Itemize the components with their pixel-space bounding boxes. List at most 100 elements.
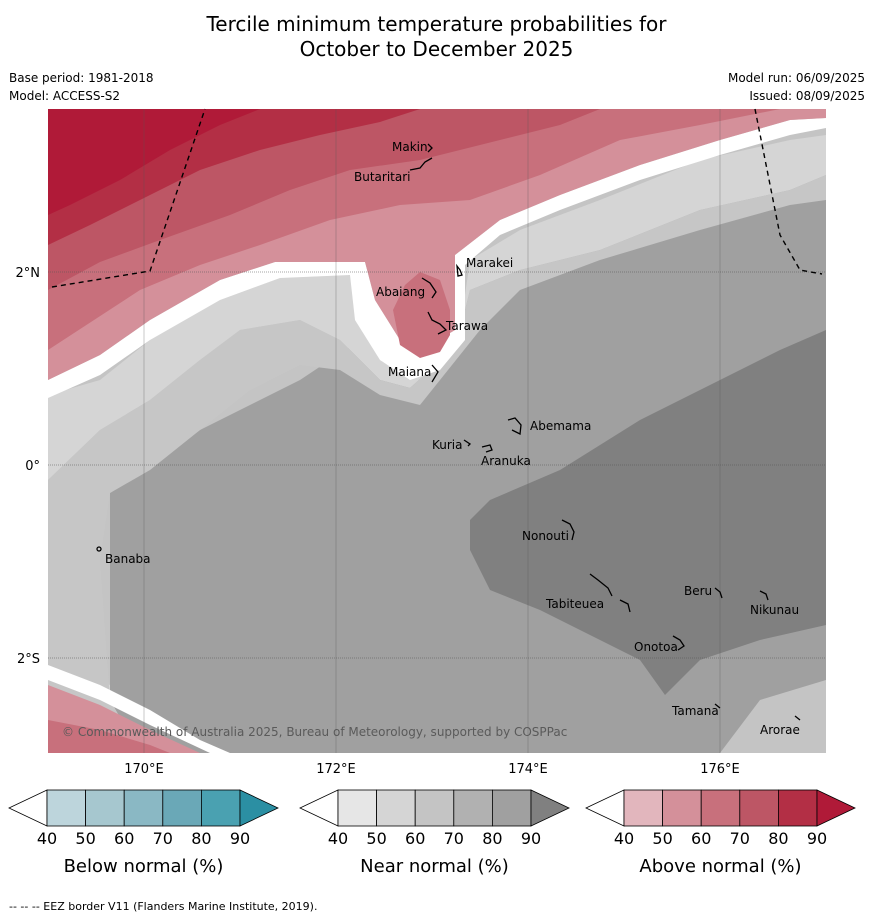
colorbar-tick-label: 40 (37, 829, 57, 848)
colorbar-high-extend (239, 789, 279, 827)
island-tamana (714, 703, 721, 709)
colorbar-tick-label: 90 (230, 829, 250, 848)
above-normal-90-region (48, 109, 260, 215)
longitude-labels: 170°E 172°E 174°E 176°E (124, 762, 740, 777)
colorbar-segment (700, 789, 741, 827)
colorbar-tick-label: 50 (366, 829, 386, 848)
colorbar-tick-label: 50 (652, 829, 672, 848)
colorbar-title: Below normal (%) (64, 856, 224, 877)
label-maiana: Maiana (388, 365, 431, 379)
island-marakei (456, 263, 463, 277)
meridians (143, 109, 721, 753)
colorbar-segment (414, 789, 455, 827)
island-makin (427, 143, 433, 153)
model-name: Model: ACCESS-S2 (9, 89, 121, 103)
island-tabiteuea-south (619, 599, 631, 613)
label-onotoa: Onotoa (634, 640, 678, 654)
label-aranuka: Aranuka (481, 454, 531, 468)
colorbar-above: 40 50 60 70 80 90 Above normal (%) (585, 789, 856, 877)
colorbar-tick-label: 60 (114, 829, 134, 848)
island-onotoa (672, 635, 685, 651)
base-period: Base period: 1981-2018 (9, 71, 154, 85)
colorbar-tick-label: 80 (191, 829, 211, 848)
colorbar-tick-label: 40 (614, 829, 634, 848)
colorbar-segment (85, 789, 125, 827)
colorbar-tick-label: 80 (768, 829, 788, 848)
label-abaiang: Abaiang (376, 285, 425, 299)
colorbar-segment (662, 789, 702, 827)
map-area (48, 109, 826, 753)
colorbar-title: Above normal (%) (639, 856, 801, 877)
island-maiana (431, 364, 439, 383)
below-40-band-south (48, 665, 230, 753)
island-butaritari (409, 157, 433, 171)
colorbar-high-extend (816, 789, 856, 827)
island-abemama (507, 417, 522, 435)
label-nonouti: Nonouti (522, 529, 569, 543)
island-tarawa (427, 311, 448, 335)
lat-label-0: 0° (25, 459, 40, 474)
eez-border (51, 108, 823, 288)
colorbar-segment (623, 789, 663, 827)
colorbar-segment (778, 789, 818, 827)
graticule (48, 271, 826, 659)
colorbar-tick-label: 70 (730, 829, 750, 848)
island-beru (714, 587, 723, 599)
island-nikunau (759, 590, 769, 601)
colorbar-segment (200, 789, 241, 827)
label-tabiteuea: Tabiteuea (545, 597, 604, 611)
colorbar-tick-label: 90 (521, 829, 541, 848)
label-nikunau: Nikunau (750, 603, 799, 617)
island-kuria (463, 439, 472, 447)
label-butaritari: Butaritari (354, 170, 411, 184)
island-arorae (794, 715, 801, 721)
colorbar-tick-label: 80 (482, 829, 502, 848)
colorbar-tick-label: 50 (75, 829, 95, 848)
issued-date: Issued: 08/09/2025 (749, 89, 865, 103)
near-normal-90-region (470, 330, 826, 695)
title-line-2: October to December 2025 (299, 37, 574, 61)
colorbar-tick-label: 60 (691, 829, 711, 848)
island-aranuka (481, 444, 493, 453)
colorbar-legends: 40 50 60 70 80 90 Below normal (%) 40 50 60 70 80 90… (8, 789, 856, 877)
island-nonouti (561, 519, 575, 541)
label-abemama: Abemama (530, 419, 591, 433)
colorbar-near: 40 50 60 70 80 90 Near normal (%) (299, 789, 570, 877)
colorbar-segment (491, 789, 532, 827)
colorbar-segment (337, 789, 377, 827)
colorbar-segment (453, 789, 493, 827)
colorbar-segment (162, 789, 202, 827)
label-marakei: Marakei (466, 256, 513, 270)
label-kuria: Kuria (432, 438, 463, 452)
colorbar-segment (46, 789, 86, 827)
colorbar-low-extend (8, 789, 48, 827)
lon-label-170e: 170°E (124, 762, 164, 777)
title-line-1: Tercile minimum temperature probabilitie… (206, 12, 667, 36)
label-tarawa: Tarawa (445, 319, 488, 333)
label-makin: Makin (392, 140, 428, 154)
model-run-date: Model run: 06/09/2025 (727, 71, 865, 85)
island-abaiang (421, 277, 437, 299)
colorbar-low-extend (299, 789, 339, 827)
colorbar-tick-label: 70 (444, 829, 464, 848)
label-tamana: Tamana (671, 704, 719, 718)
island-banaba (96, 546, 102, 552)
islands (96, 143, 801, 721)
latitude-labels: 2°N 0° 2°S (16, 266, 41, 667)
colorbar-tick-label: 90 (807, 829, 827, 848)
label-banaba: Banaba (105, 552, 151, 566)
lat-label-2n: 2°N (16, 266, 41, 281)
colorbar-tick-label: 70 (153, 829, 173, 848)
colorbar-tick-label: 40 (328, 829, 348, 848)
island-tabiteuea-north (589, 573, 613, 597)
lon-label-172e: 172°E (316, 762, 356, 777)
colorbar-low-extend (585, 789, 625, 827)
above-normal-sw-60 (48, 720, 170, 753)
label-beru: Beru (684, 584, 712, 598)
copyright-notice: © Commonwealth of Australia 2025, Bureau… (62, 725, 567, 739)
label-arorae: Arorae (760, 723, 800, 737)
colorbar-title: Near normal (%) (360, 856, 509, 877)
lat-label-2s: 2°S (17, 652, 40, 667)
lon-label-176e: 176°E (700, 762, 740, 777)
